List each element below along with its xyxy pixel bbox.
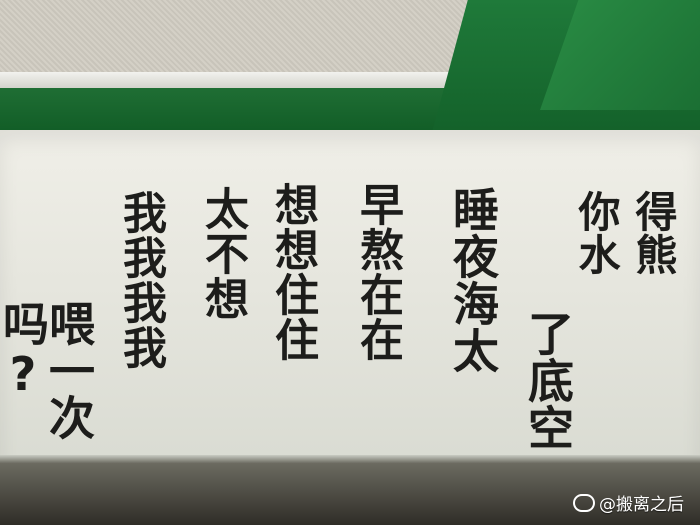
weibo-icon bbox=[573, 494, 595, 512]
handwritten-column-4: 早熬在在 bbox=[352, 182, 403, 362]
watermark-text: @搬离之后 bbox=[599, 495, 684, 515]
handwritten-column-6: 了底空 bbox=[521, 310, 575, 451]
handwritten-right-col-2: 得熊 bbox=[629, 190, 678, 276]
handwritten-left-side: 喂一次吗? bbox=[0, 300, 96, 441]
weibo-watermark: @搬离之后 bbox=[573, 490, 684, 515]
handwritten-column-3: 想想住住 bbox=[267, 182, 318, 362]
sill-edge-shadow bbox=[0, 455, 700, 525]
handwritten-column-2: 太不想 bbox=[197, 186, 248, 321]
handwritten-right-col-1: 你水 bbox=[572, 190, 621, 276]
handwritten-column-1: 我我我我 bbox=[115, 190, 166, 370]
glass-edge bbox=[0, 72, 460, 90]
handwritten-column-5: 睡夜海太 bbox=[446, 186, 500, 374]
white-window-sill bbox=[0, 130, 700, 470]
